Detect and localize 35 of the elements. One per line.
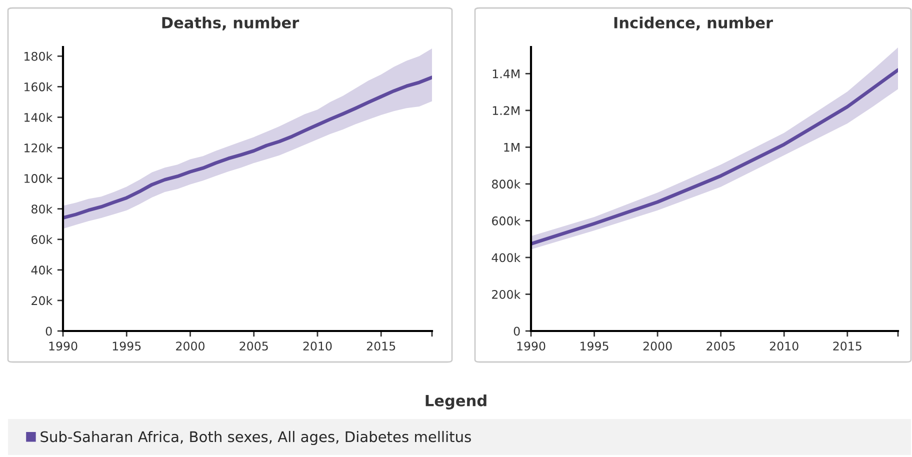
- x-tick-label: 1995: [580, 342, 608, 351]
- y-tick-label: 800k: [492, 179, 521, 189]
- y-tick-label: 600k: [492, 216, 521, 226]
- y-tick-label: 0: [46, 326, 52, 336]
- x-tick-label: 1990: [517, 342, 546, 351]
- line-series: [63, 76, 432, 220]
- y-tick-label: 180k: [24, 52, 53, 61]
- x-tick-label: 1995: [112, 342, 141, 351]
- x-tick-label: 2000: [643, 342, 672, 351]
- y-tick-label: 120k: [24, 143, 53, 152]
- chart-title: Incidence, number: [614, 16, 773, 30]
- x-tick-label: 2010: [303, 342, 332, 351]
- x-tick-label: 1990: [49, 342, 78, 351]
- y-tick-label: 160k: [24, 82, 53, 92]
- x-tick-label: 2005: [706, 342, 735, 351]
- y-tick-label: 1.4M: [492, 70, 520, 78]
- y-tick-label: 1M: [504, 143, 520, 152]
- y-tick-label: 20k: [32, 296, 53, 306]
- legend-title: Legend: [426, 394, 486, 410]
- y-tick-label: 140k: [24, 112, 53, 122]
- chart-title: Deaths, number: [162, 16, 300, 30]
- x-tick-label: 2005: [240, 342, 268, 351]
- y-tick-label: 1.2M: [492, 106, 520, 115]
- x-tick-label: 2000: [176, 342, 204, 351]
- y-tick-label: 60k: [32, 234, 53, 244]
- x-tick-label: 2015: [366, 342, 396, 351]
- y-tick-label: 200k: [492, 290, 521, 299]
- y-tick-label: 100k: [24, 174, 53, 183]
- y-tick-label: 400k: [492, 252, 521, 262]
- y-tick-label: 80k: [32, 204, 53, 214]
- x-tick-label: 2010: [770, 342, 798, 351]
- y-tick-label: 0: [514, 326, 520, 336]
- y-tick-label: 40k: [31, 265, 53, 275]
- x-tick-label: 2015: [833, 342, 862, 351]
- legend-label: Sub-Saharan Africa, Both sexes, All ages, Diabetes mellitus: [40, 430, 471, 446]
